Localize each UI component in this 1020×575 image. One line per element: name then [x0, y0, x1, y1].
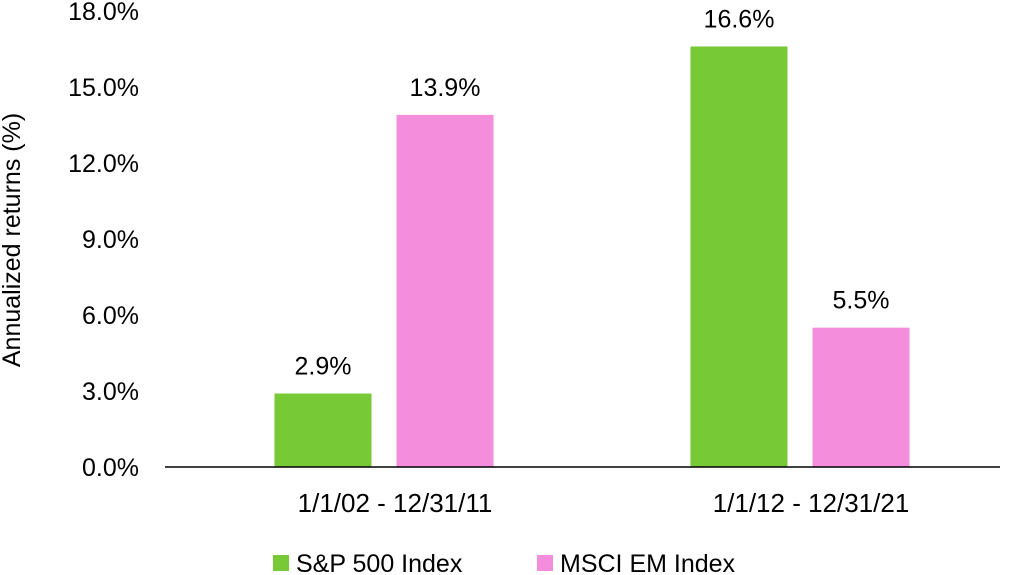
legend-swatch	[273, 555, 289, 571]
y-tick-label: 3.0%	[82, 378, 139, 406]
bar	[396, 114, 494, 467]
data-labels: 2.9% 16.6% 13.9% 5.5%	[295, 5, 890, 380]
x-axis-categories: 1/1/02 - 12/31/11 1/1/12 - 12/31/21	[298, 488, 910, 518]
category-label: 1/1/02 - 12/31/11	[298, 488, 493, 518]
data-label: 2.9%	[295, 353, 352, 381]
legend-label: S&P 500 Index	[296, 550, 463, 575]
data-label: 13.9%	[410, 74, 481, 102]
y-axis-title: Annualized returns (%)	[0, 113, 26, 367]
bar	[690, 46, 788, 467]
bar	[274, 393, 372, 467]
y-tick-label: 6.0%	[82, 302, 139, 330]
y-tick-label: 12.0%	[68, 150, 139, 178]
y-tick-label: 15.0%	[68, 74, 139, 102]
data-label: 16.6%	[704, 5, 775, 33]
y-tick-label: 18.0%	[68, 0, 139, 26]
category-label: 1/1/12 - 12/31/21	[713, 488, 910, 518]
y-tick-label: 9.0%	[82, 226, 139, 254]
legend: S&P 500 Index MSCI EM Index	[273, 550, 736, 575]
legend-swatch	[537, 555, 553, 571]
y-axis-ticks: 0.0% 3.0% 6.0% 9.0% 12.0% 15.0% 18.0%	[68, 0, 139, 482]
data-label: 5.5%	[833, 287, 890, 315]
bar	[812, 327, 910, 467]
bars	[274, 46, 910, 467]
y-tick-label: 0.0%	[82, 454, 139, 482]
legend-label: MSCI EM Index	[560, 550, 736, 575]
